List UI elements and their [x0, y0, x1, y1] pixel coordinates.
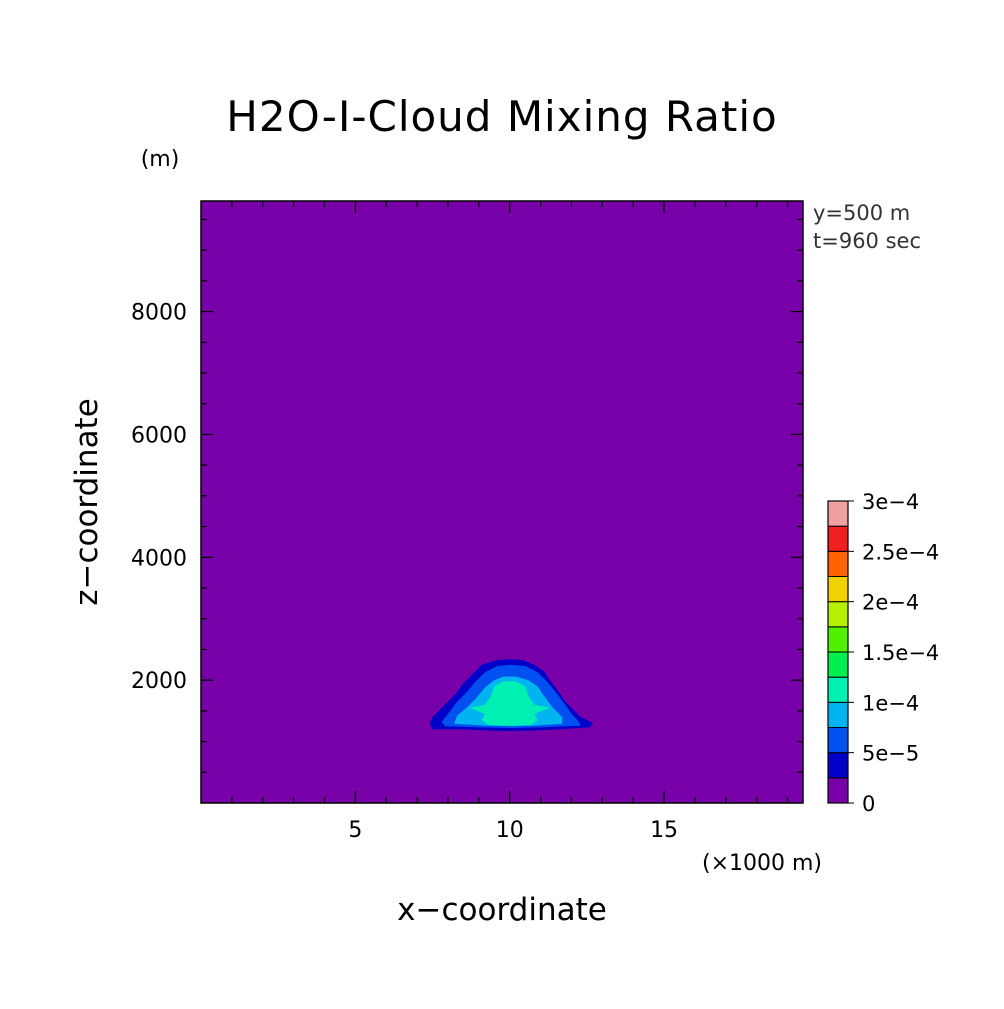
colorbar-swatch: [827, 752, 849, 779]
contour-band-4: [469, 681, 550, 726]
x-axis-ticks: 5 10 15: [231, 201, 789, 843]
y-axis-label: z−coordinate: [69, 398, 105, 606]
y-tick-label: 6000: [131, 423, 187, 448]
colorbar: 0 5e−5 1e−4 1.5e−4 2e−4 2.5e−4 3e−4: [827, 490, 939, 816]
colorbar-swatch: [827, 777, 849, 804]
x-tick-label: 5: [348, 818, 362, 843]
annotation-time: t=960 sec: [813, 229, 921, 253]
colorbar-swatch: [827, 525, 849, 552]
colorbar-swatch: [827, 626, 849, 653]
x-tick-label: 10: [496, 818, 524, 843]
y-unit-label: (m): [141, 147, 180, 172]
colorbar-swatch: [827, 727, 849, 754]
x-tick-label: 15: [650, 818, 678, 843]
colorbar-level-label: 5e−5: [862, 742, 919, 766]
colorbar-level-label: 2e−4: [862, 591, 919, 615]
colorbar-swatch: [827, 676, 849, 703]
plot-area: [200, 200, 804, 804]
colorbar-swatch: [827, 701, 849, 728]
x-axis-label: x−coordinate: [397, 892, 607, 928]
plot-frame: [200, 200, 804, 804]
colorbar-swatch: [827, 576, 849, 603]
colorbar-swatch: [827, 651, 849, 678]
colorbar-level-label: 1.5e−4: [862, 641, 939, 665]
y-tick-label: 2000: [131, 669, 187, 694]
annotation-y-position: y=500 m: [813, 201, 910, 225]
colorbar-level-label: 0: [862, 792, 875, 816]
colorbar-swatch: [827, 550, 849, 577]
chart-title: H2O-I-Cloud Mixing Ratio: [226, 92, 777, 141]
colorbar-level-label: 2.5e−4: [862, 540, 939, 564]
y-tick-label: 4000: [131, 546, 187, 571]
colorbar-level-label: 3e−4: [862, 490, 919, 514]
x-unit-label: (×1000 m): [702, 851, 822, 876]
y-tick-label: 8000: [131, 301, 187, 326]
colorbar-level-label: 1e−4: [862, 691, 919, 715]
y-axis-ticks: 2000 4000 6000 8000: [131, 218, 803, 773]
colorbar-swatch: [827, 601, 849, 628]
colorbar-swatch: [827, 500, 849, 527]
